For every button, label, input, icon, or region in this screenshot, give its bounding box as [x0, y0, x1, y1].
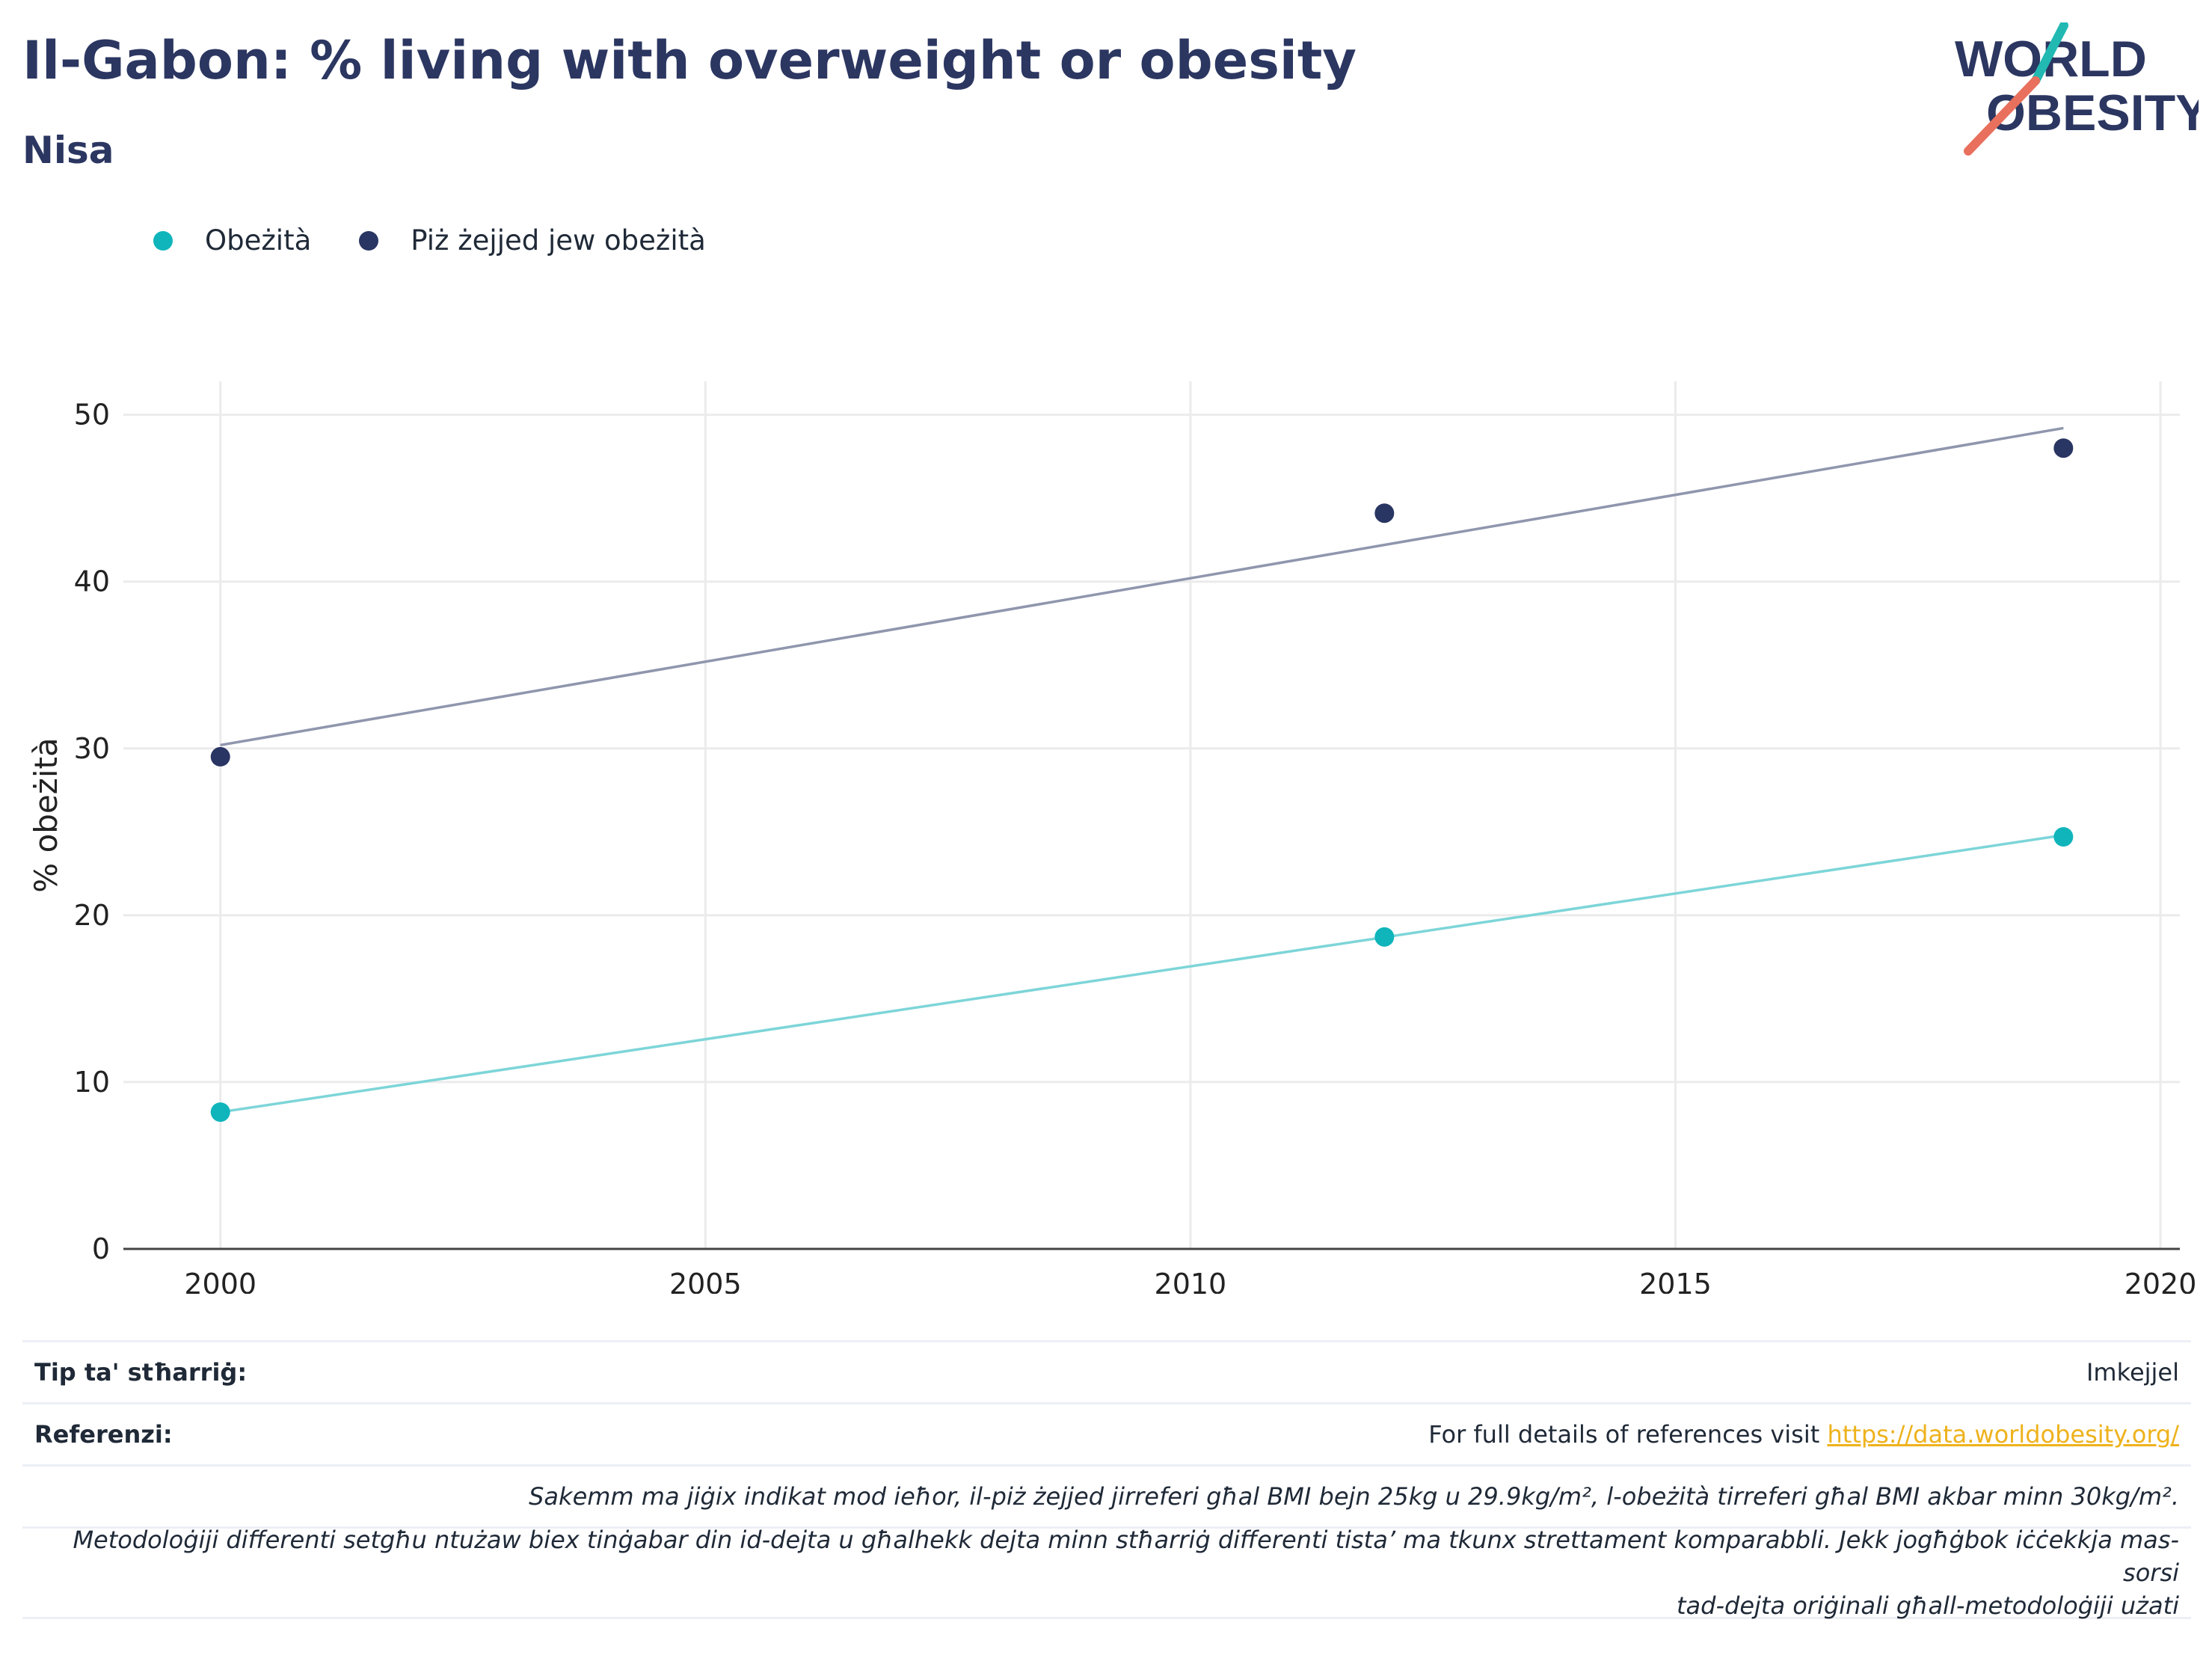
data-point-obesity [1374, 927, 1395, 947]
logo-slash-coral [1964, 76, 2040, 156]
methodology-note: Metodoloġiji differenti setgħu ntużaw bi… [34, 1523, 2179, 1622]
data-point-overweight-obesity [2053, 438, 2074, 458]
trend-line-overweight-obesity [220, 426, 2064, 747]
x-tick-label: 2000 [184, 1268, 256, 1294]
legend-item-overweight-obesity[interactable]: Piż żejjed jew obeżità [359, 224, 706, 257]
methodology-note-line2: tad-dejta oriġinali għall-metodoloġiji u… [1676, 1591, 2179, 1620]
info-row-references: Referenzi: For full details of reference… [22, 1402, 2191, 1464]
data-point-overweight-obesity [1374, 503, 1395, 523]
y-tick-label: 20 [74, 899, 110, 932]
legend-label-overweight-obesity: Piż żejjed jew obeżità [411, 224, 706, 257]
y-tick-label: 50 [74, 399, 110, 432]
y-tick-label: 10 [74, 1066, 110, 1099]
page-subtitle: Nisa [22, 129, 114, 172]
legend-item-obesity[interactable]: Obeżità [153, 224, 311, 257]
y-tick-label: 30 [74, 732, 110, 765]
info-row-survey-type: Tip ta' stħarriġ: Imkejjel [22, 1340, 2191, 1402]
references-text: For full details of references visit [1428, 1420, 1820, 1449]
logo-slash-teal [2031, 22, 2068, 85]
legend-dot-overweight-obesity [359, 230, 379, 251]
references-value: For full details of references visit htt… [1428, 1420, 2179, 1449]
world-obesity-logo: WORLD OBESITY [1955, 22, 2199, 156]
x-tick-label: 2015 [1639, 1268, 1712, 1294]
data-point-obesity [2053, 827, 2074, 847]
trend-line-obesity [220, 834, 2064, 1114]
survey-type-label: Tip ta' stħarriġ: [34, 1358, 248, 1387]
methodology-note-line1: Metodoloġiji differenti setgħu ntużaw bi… [73, 1526, 2179, 1587]
survey-type-value: Imkejjel [2086, 1358, 2179, 1387]
definition-note: Sakemm ma jiġix indikat mod ieħor, il-pi… [529, 1482, 2179, 1511]
data-point-overweight-obesity [210, 746, 230, 767]
references-link[interactable]: https://data.worldobesity.org/ [1827, 1420, 2179, 1449]
y-tick-label: 40 [74, 565, 110, 598]
x-tick-label: 2010 [1155, 1268, 1227, 1294]
info-row-definition-note: Sakemm ma jiġix indikat mod ieħor, il-pi… [22, 1464, 2191, 1526]
scatter-chart: 2000 2005 2010 2015 2020 0 10 20 30 40 50 % obeżità [28, 381, 2197, 1294]
y-axis-label: % obeżità [28, 737, 64, 892]
x-tick-label: 2005 [669, 1268, 742, 1294]
page-title: Il-Gabon: % living with overweight or ob… [22, 30, 1357, 91]
info-row-methodology-note: Metodoloġiji differenti setgħu ntużaw bi… [22, 1523, 2191, 1622]
legend-label-obesity: Obeżità [205, 224, 312, 257]
info-table: Tip ta' stħarriġ: Imkejjel Referenzi: Fo… [22, 1340, 2191, 1622]
x-tick-label: 2020 [2125, 1268, 2197, 1294]
y-tick-label: 0 [92, 1232, 110, 1265]
chart-legend: Obeżità Piż żejjed jew obeżità [153, 224, 754, 257]
data-point-obesity [210, 1102, 230, 1123]
legend-dot-obesity [153, 230, 173, 251]
references-label: Referenzi: [34, 1420, 173, 1449]
